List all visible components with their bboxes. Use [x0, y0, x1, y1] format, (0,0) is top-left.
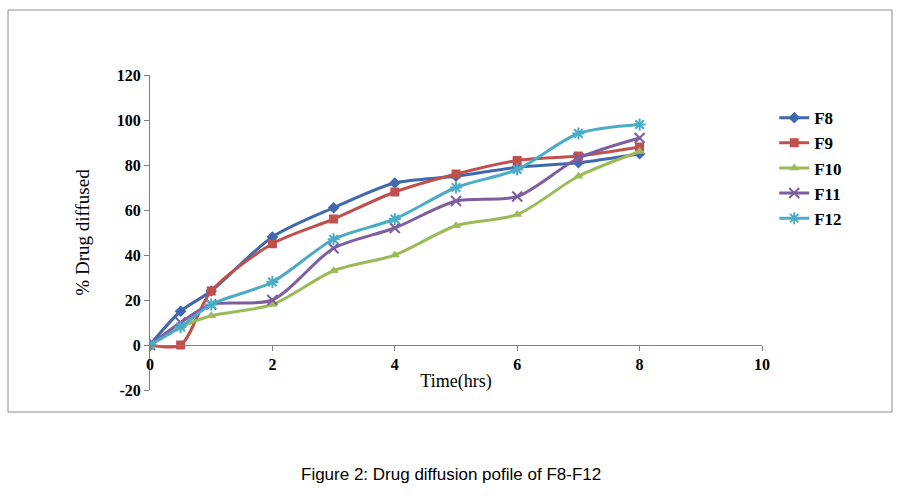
- svg-text:4: 4: [391, 356, 399, 373]
- svg-text:40: 40: [125, 247, 141, 264]
- svg-text:10: 10: [754, 356, 770, 373]
- svg-text:6: 6: [513, 356, 521, 373]
- svg-text:F10: F10: [814, 160, 841, 179]
- svg-text:0: 0: [146, 356, 154, 373]
- svg-text:Figure 2: Drug diffusion pofil: Figure 2: Drug diffusion pofile of F8-F1…: [301, 465, 601, 484]
- svg-text:0: 0: [133, 337, 141, 354]
- svg-text:2: 2: [268, 356, 276, 373]
- svg-text:20: 20: [125, 292, 141, 309]
- svg-text:8: 8: [636, 356, 644, 373]
- svg-text:120: 120: [117, 67, 141, 84]
- svg-text:80: 80: [125, 157, 141, 174]
- svg-text:% Drug diffused: % Drug diffused: [72, 169, 93, 296]
- svg-text:60: 60: [125, 202, 141, 219]
- svg-text:Time(hrs): Time(hrs): [420, 371, 491, 392]
- svg-text:100: 100: [117, 112, 141, 129]
- svg-text:F12: F12: [814, 210, 841, 229]
- svg-text:-20: -20: [119, 382, 140, 399]
- svg-text:F9: F9: [814, 134, 833, 153]
- svg-text:F11: F11: [814, 185, 840, 204]
- svg-text:F8: F8: [814, 109, 833, 128]
